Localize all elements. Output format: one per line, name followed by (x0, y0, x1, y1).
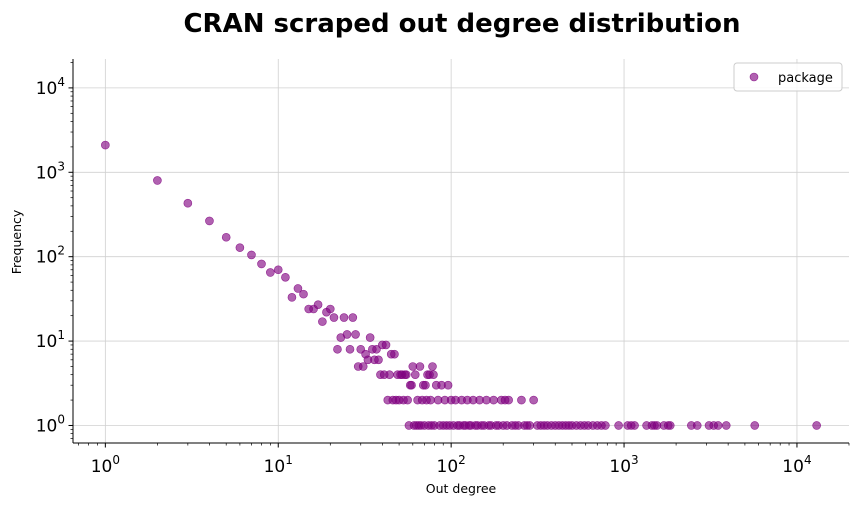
data-point-0-8 (266, 268, 275, 277)
data-point-0-6 (247, 250, 256, 260)
data-point-0-147 (630, 421, 639, 430)
data-point-0-12 (293, 284, 303, 293)
data-point-0-25 (345, 344, 355, 354)
legend-label: package (778, 71, 833, 86)
data-point-0-162 (812, 421, 821, 430)
x-tick-label-1: 101 (264, 453, 293, 477)
data-point-0-5 (235, 243, 245, 252)
data-point-0-124 (529, 395, 538, 405)
data-point-0-11 (287, 293, 297, 302)
data-point-0-54 (401, 370, 411, 379)
legend-marker (749, 72, 759, 82)
y-tick-label-2: 102 (36, 244, 65, 268)
data-point-0-87 (443, 380, 453, 390)
data-point-0-2 (183, 198, 193, 208)
data-point-0-3 (205, 216, 214, 226)
y-axis-label: Frequency (9, 209, 24, 274)
data-point-0-144 (614, 421, 623, 430)
data-point-0-7 (257, 259, 266, 269)
data-point-0-16 (313, 300, 323, 309)
data-point-0-10 (281, 272, 290, 282)
data-point-0-36 (372, 344, 381, 354)
grid (73, 59, 849, 443)
data-point-0-109 (489, 395, 498, 405)
data-point-0-78 (429, 370, 438, 379)
x-axis-label: Out degree (426, 481, 497, 496)
data-point-0-4 (221, 232, 231, 242)
x-tick-label-0: 100 (91, 453, 120, 477)
data-point-0-43 (385, 370, 394, 379)
y-tick-label-1: 101 (36, 328, 65, 352)
data-point-0-27 (351, 330, 360, 339)
data-point-0-46 (390, 349, 399, 359)
data-point-0-156 (692, 421, 702, 430)
data-point-0-20 (329, 313, 339, 322)
x-tick-label-4: 104 (782, 453, 811, 477)
data-point-0-17 (318, 317, 327, 326)
data-point-0-116 (504, 395, 513, 405)
data-point-0-21 (333, 344, 342, 354)
data-point-0-123 (525, 421, 535, 430)
data-point-0-106 (482, 395, 491, 405)
data-point-0-70 (421, 380, 430, 390)
y-tick-label-4: 104 (36, 75, 65, 99)
data-point-0-9 (273, 265, 283, 275)
y-tick-label-3: 103 (36, 159, 65, 183)
data-point-0-0 (101, 140, 110, 150)
data-point-0-65 (415, 362, 425, 371)
data-point-0-75 (426, 395, 435, 405)
chart-title: CRAN scraped out degree distribution (183, 9, 740, 39)
data-point-0-19 (325, 304, 335, 314)
data-point-0-24 (342, 330, 352, 339)
data-point-0-33 (365, 333, 375, 342)
data-points (101, 140, 821, 430)
data-point-0-37 (374, 355, 383, 365)
data-point-0-13 (299, 289, 308, 299)
data-point-0-161 (750, 421, 760, 430)
data-point-0-160 (721, 421, 731, 430)
x-tick-label-3: 103 (609, 453, 638, 477)
data-point-0-26 (348, 313, 358, 322)
legend: package (733, 62, 843, 92)
legend-box (733, 62, 843, 92)
data-point-0-159 (713, 421, 723, 430)
data-point-0-1 (153, 176, 162, 185)
data-point-0-77 (428, 362, 437, 371)
data-point-0-23 (339, 313, 349, 322)
y-tick-label-0: 100 (36, 412, 65, 436)
data-point-0-30 (358, 362, 368, 371)
data-point-0-154 (665, 421, 675, 430)
axis-ticks: 100 101 102 103 104 100 101 102 103 104 (36, 62, 850, 477)
data-point-0-143 (601, 421, 610, 430)
x-tick-label-2: 102 (437, 453, 466, 477)
data-point-0-59 (408, 362, 418, 371)
axes-spines (72, 59, 849, 444)
data-point-0-41 (381, 340, 391, 350)
data-point-0-55 (403, 395, 412, 405)
data-point-0-61 (410, 370, 420, 379)
data-point-0-120 (517, 395, 526, 405)
data-point-0-58 (407, 380, 416, 390)
